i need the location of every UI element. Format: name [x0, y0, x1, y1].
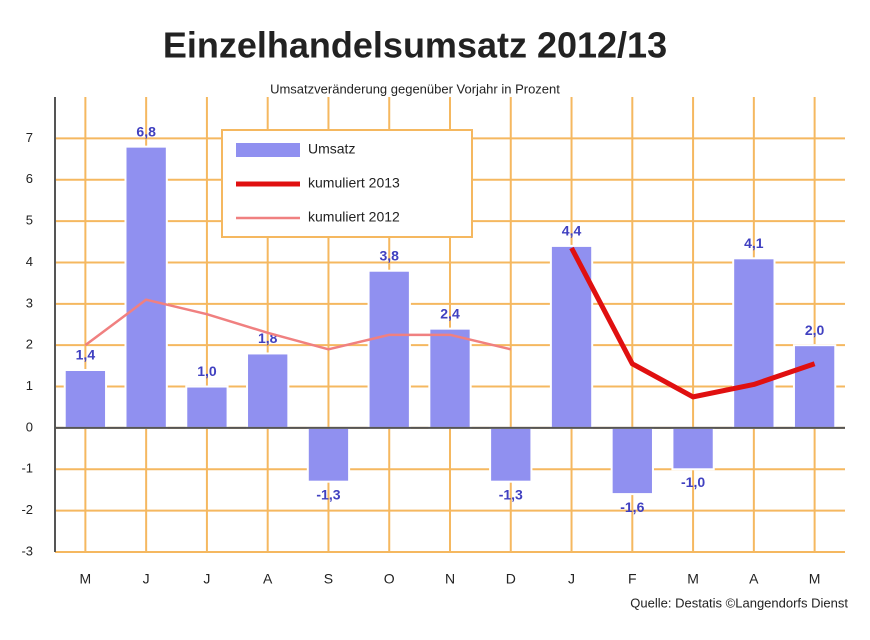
bar — [246, 352, 290, 429]
y-tick-label: 5 — [26, 213, 33, 228]
data-label: 2,0 — [805, 322, 825, 338]
data-label: 1,0 — [197, 363, 217, 379]
data-label: 2,4 — [440, 305, 460, 321]
line — [84, 298, 512, 351]
data-label: -1,0 — [681, 474, 705, 490]
y-tick-label: 6 — [26, 171, 33, 186]
bar — [792, 344, 837, 429]
x-tick-label: O — [384, 571, 395, 587]
legend-label: kumuliert 2012 — [308, 209, 400, 225]
bar — [63, 369, 108, 429]
bar — [185, 385, 229, 429]
y-tick-label: 2 — [26, 337, 33, 352]
y-tick-label: 7 — [26, 130, 33, 145]
x-tick-label: F — [628, 571, 637, 587]
line — [569, 246, 816, 400]
y-tick-label: 4 — [26, 254, 33, 269]
y-tick-label: 0 — [26, 419, 33, 434]
bar — [732, 257, 776, 429]
x-tick-label: J — [203, 571, 210, 587]
bar — [367, 269, 411, 429]
data-label: 4,1 — [744, 235, 764, 251]
y-tick-label: 1 — [26, 378, 33, 393]
bar — [610, 426, 654, 496]
data-label: -1,3 — [499, 486, 523, 502]
x-tick-label: J — [143, 571, 150, 587]
data-label: 4,4 — [562, 223, 582, 239]
x-tick-label: D — [506, 571, 516, 587]
y-tick-label: -3 — [21, 543, 33, 558]
data-label: 6,8 — [136, 123, 156, 139]
x-tick-label: A — [749, 571, 759, 587]
bar — [489, 426, 533, 483]
bar — [428, 327, 472, 429]
y-tick-label: 3 — [26, 295, 33, 310]
x-tick-label: J — [568, 571, 575, 587]
legend-label: kumuliert 2013 — [308, 175, 400, 191]
data-label: -1,3 — [316, 486, 340, 502]
data-label: 3,8 — [379, 247, 399, 263]
x-tick-label: M — [687, 571, 699, 587]
x-tick-label: N — [445, 571, 455, 587]
x-tick-label: M — [80, 571, 92, 587]
y-tick-label: -2 — [21, 502, 33, 517]
data-label: 1,4 — [76, 347, 96, 363]
y-tick-label: -1 — [21, 461, 33, 476]
bar — [671, 426, 715, 471]
legend-swatch — [236, 143, 300, 157]
x-tick-label: M — [809, 571, 821, 587]
source: Quelle: Destatis ©Langendorfs Dienst — [630, 595, 848, 610]
bar — [306, 426, 351, 483]
x-tick-label: A — [263, 571, 273, 587]
legend-label: Umsatz — [308, 141, 355, 157]
bar — [124, 145, 168, 429]
chart-title: Einzelhandelsumsatz 2012/13 — [163, 25, 667, 66]
data-label: -1,6 — [620, 499, 644, 515]
chart-subtitle: Umsatzveränderung gegenüber Vorjahr in P… — [270, 81, 560, 96]
x-tick-label: S — [324, 571, 333, 587]
